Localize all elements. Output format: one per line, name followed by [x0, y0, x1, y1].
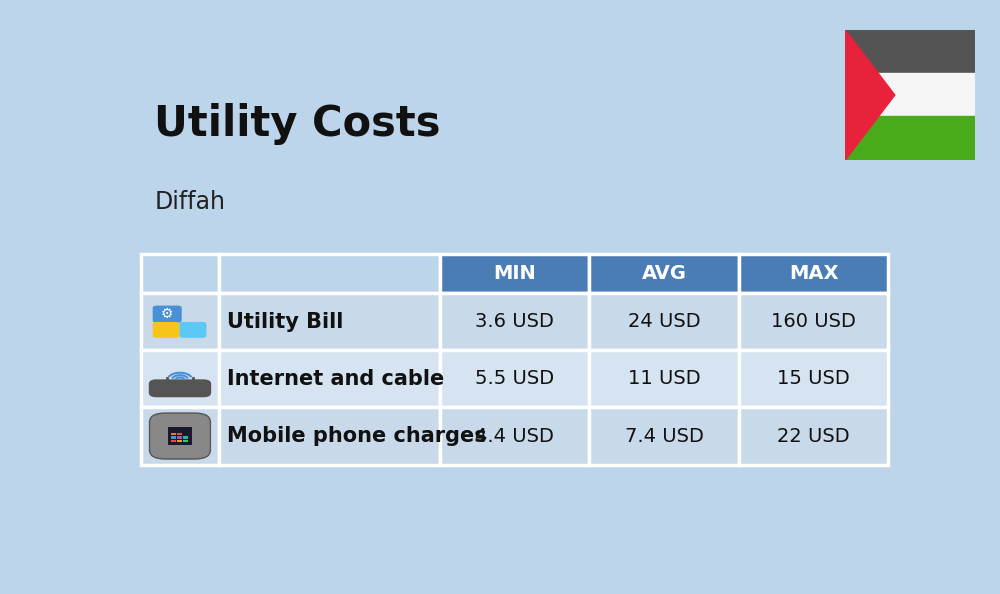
- FancyBboxPatch shape: [589, 350, 739, 407]
- FancyBboxPatch shape: [440, 293, 589, 350]
- Text: 24 USD: 24 USD: [628, 312, 700, 331]
- FancyBboxPatch shape: [180, 322, 206, 338]
- Text: Mobile phone charges: Mobile phone charges: [227, 426, 487, 446]
- FancyBboxPatch shape: [150, 413, 210, 459]
- FancyBboxPatch shape: [168, 426, 192, 445]
- Bar: [845, 115, 975, 160]
- Text: 15 USD: 15 USD: [777, 369, 850, 388]
- Text: MIN: MIN: [493, 264, 536, 283]
- FancyBboxPatch shape: [153, 322, 180, 338]
- FancyBboxPatch shape: [589, 254, 739, 293]
- Polygon shape: [845, 30, 895, 160]
- FancyBboxPatch shape: [440, 350, 589, 407]
- FancyBboxPatch shape: [219, 254, 440, 293]
- FancyBboxPatch shape: [440, 407, 589, 465]
- Text: AVG: AVG: [642, 264, 687, 283]
- Text: Internet and cable: Internet and cable: [227, 369, 444, 389]
- Text: Diffah: Diffah: [154, 190, 225, 214]
- FancyBboxPatch shape: [739, 254, 888, 293]
- FancyBboxPatch shape: [140, 293, 219, 350]
- FancyBboxPatch shape: [140, 350, 219, 407]
- Text: 22 USD: 22 USD: [777, 426, 850, 446]
- Bar: [183, 440, 188, 442]
- FancyBboxPatch shape: [219, 293, 440, 350]
- Text: Utility Bill: Utility Bill: [227, 312, 344, 331]
- Bar: [177, 440, 182, 442]
- FancyBboxPatch shape: [219, 407, 440, 465]
- Text: MAX: MAX: [789, 264, 838, 283]
- Bar: [171, 436, 176, 438]
- FancyBboxPatch shape: [140, 407, 219, 465]
- Text: ⚙: ⚙: [161, 307, 173, 321]
- Bar: [177, 432, 182, 435]
- FancyBboxPatch shape: [140, 254, 219, 293]
- Bar: [845, 29, 975, 73]
- FancyBboxPatch shape: [149, 380, 211, 397]
- FancyBboxPatch shape: [739, 293, 888, 350]
- FancyBboxPatch shape: [739, 407, 888, 465]
- Bar: [183, 436, 188, 438]
- Bar: [177, 436, 182, 438]
- FancyBboxPatch shape: [219, 350, 440, 407]
- Bar: [171, 440, 176, 442]
- Text: Utility Costs: Utility Costs: [154, 103, 441, 146]
- Bar: [171, 432, 176, 435]
- Text: 3.6 USD: 3.6 USD: [475, 312, 554, 331]
- Text: 4.4 USD: 4.4 USD: [475, 426, 554, 446]
- FancyBboxPatch shape: [589, 293, 739, 350]
- Text: 160 USD: 160 USD: [771, 312, 856, 331]
- FancyBboxPatch shape: [153, 305, 182, 323]
- FancyBboxPatch shape: [440, 254, 589, 293]
- Text: 5.5 USD: 5.5 USD: [475, 369, 554, 388]
- FancyBboxPatch shape: [739, 350, 888, 407]
- Text: 7.4 USD: 7.4 USD: [625, 426, 703, 446]
- Bar: [845, 73, 975, 117]
- Text: 11 USD: 11 USD: [628, 369, 700, 388]
- FancyBboxPatch shape: [589, 407, 739, 465]
